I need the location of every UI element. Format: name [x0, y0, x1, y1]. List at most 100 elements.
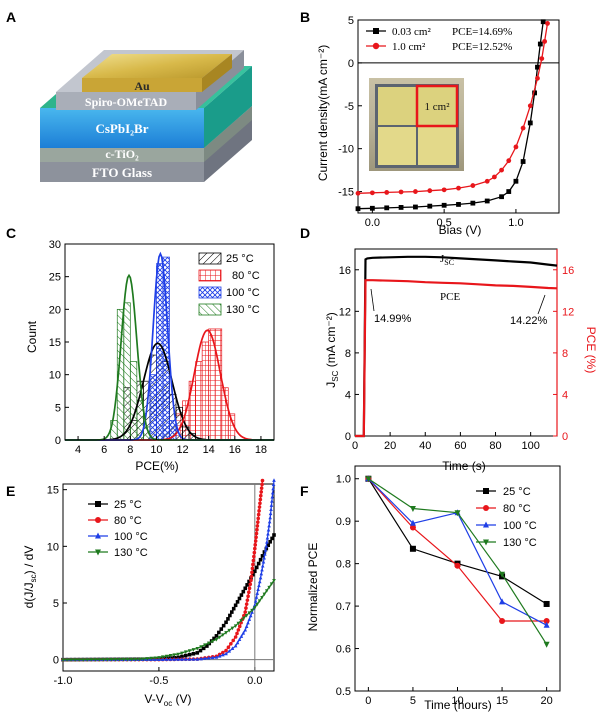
b-point-0-10 — [499, 194, 504, 200]
b-point-1-5 — [427, 188, 433, 194]
e-point-0-3-0 — [195, 651, 200, 655]
c-bar-2-1 — [156, 263, 164, 441]
b-x-tick-label-0: 0.0 — [365, 217, 380, 229]
f-y-tick-label-5: 1.0 — [336, 474, 351, 486]
c-bar-3-2 — [123, 302, 131, 441]
f-legend-label-3: 130 °C — [503, 537, 537, 549]
b-x-tick-label-1: 0.5 — [436, 217, 451, 229]
b-series-line-1 — [357, 23, 549, 194]
e-point-1-9-2 — [257, 505, 262, 509]
b-legend-marker-2 — [372, 42, 380, 50]
e-point-3-1-1 — [141, 657, 146, 662]
e-point-0-8-0 — [243, 586, 248, 591]
f-point-0-4 — [543, 600, 550, 607]
d-y-tick-label-left-3: 12 — [339, 306, 351, 318]
b-point-1-17 — [539, 56, 545, 61]
e-point-2-7-6 — [257, 579, 262, 584]
e-point-2-2-2 — [203, 656, 207, 660]
b-point-0-7 — [456, 202, 461, 207]
e-point-2-2-4 — [210, 655, 215, 660]
e-point-2-1-3 — [168, 657, 173, 661]
e-point-1-5-0 — [233, 635, 238, 639]
e-point-1-8-8 — [256, 516, 261, 521]
e-point-2-8-4 — [261, 559, 266, 564]
b-point-0-11 — [506, 189, 512, 194]
e-point-3-6-3 — [242, 616, 246, 621]
e-point-3-0-17 — [129, 657, 134, 662]
e-x-tick-label-2: 0.0 — [247, 675, 262, 687]
f-x-tick-label-4: 20 — [541, 695, 553, 707]
e-point-2-7-4 — [256, 587, 260, 592]
f-x-tick-label-3: 15 — [496, 695, 508, 707]
e-point-3-0-3 — [73, 658, 77, 662]
e-point-3-5-5 — [230, 626, 235, 631]
e-point-0-2-3 — [187, 652, 192, 657]
f-y-axis-label: Normalized PCE — [306, 543, 320, 632]
d-y-tick-label-right-4: 16 — [562, 265, 574, 277]
e-point-3-0-10 — [101, 658, 106, 662]
c-legend-swatch-3 — [198, 286, 222, 299]
d-start-value-label: 14.99% — [374, 313, 412, 325]
e-point-2-6-4 — [248, 613, 253, 618]
b-legend-note-1: PCE=14.69% — [452, 26, 512, 38]
c-bar-2-0 — [149, 374, 157, 441]
e-point-2-8-6 — [263, 551, 267, 556]
c-bar-1-4 — [201, 341, 210, 441]
c-legend-label-1: 25 °C — [226, 253, 254, 265]
e-point-2-5-0 — [233, 643, 238, 648]
d-y-axis-label-left-sub: SC — [331, 370, 340, 381]
d-series-line-0 — [355, 255, 558, 438]
e-point-2-7-2 — [254, 595, 259, 599]
e-point-2-9-3 — [266, 531, 270, 536]
b-inset-label: 1 cm² — [425, 101, 451, 113]
e-point-0-10-2 — [266, 543, 271, 547]
e-point-1-8-7 — [256, 520, 260, 524]
d-y-tick-label-right-3: 12 — [562, 306, 574, 318]
c-legend-swatch-1 — [198, 252, 222, 265]
e-x-tick-label-0: -1.0 — [54, 675, 73, 687]
b-inset-highlight — [415, 84, 459, 128]
e-point-2-2-0 — [195, 657, 200, 661]
f-point-3-0 — [365, 476, 372, 483]
layer-tio2-side — [204, 106, 252, 162]
e-point-1-9-7 — [259, 486, 264, 490]
e-point-0-9-2 — [256, 561, 261, 566]
e-point-2-8-2 — [260, 567, 264, 572]
b-inset-pixel-2 — [418, 87, 456, 125]
e-y-axis-label-main: d(J/J — [22, 582, 36, 608]
b-legend-item-2: 1.0 cm² PCE=12.52% — [366, 41, 512, 53]
c-y-tick-label-5: 25 — [49, 272, 61, 284]
c-legend: 25 °C 80 °C 100 °C 130 °C — [198, 252, 260, 316]
e-point-0-9-1 — [254, 565, 259, 570]
e-point-1-9-8 — [260, 482, 264, 487]
e-series-line-2 — [63, 480, 275, 661]
e-point-3-6-5 — [247, 611, 252, 616]
d-x-tick-label-1: 20 — [384, 440, 396, 452]
e-point-2-10-6 — [270, 490, 275, 495]
e-point-0-6-2 — [228, 613, 232, 618]
e-point-1-8-2 — [253, 539, 258, 543]
e-point-3-6-6 — [250, 608, 254, 613]
e-point-3-0-11 — [105, 658, 110, 662]
c-legend-swatch-2 — [198, 269, 222, 282]
d-y-axis-label-left: JSC (mA cm⁻²) — [324, 312, 340, 387]
b-legend-note-2: PCE=12.52% — [452, 41, 512, 53]
e-point-3-4-2 — [203, 643, 207, 648]
e-point-2-6-0 — [243, 627, 248, 632]
e-point-2-2-1 — [199, 656, 203, 661]
b-point-0-3 — [398, 205, 404, 210]
layer-spiro-front — [56, 92, 196, 110]
e-point-3-0-4 — [77, 658, 81, 662]
e-point-1-8-3 — [254, 535, 258, 540]
e-point-3-2-1 — [160, 655, 165, 660]
e-legend-label-1: 80 °C — [114, 515, 142, 527]
e-point-2-2-3 — [206, 655, 211, 660]
layer-au-top — [82, 54, 232, 78]
e-plot-frame — [62, 483, 275, 672]
e-point-3-8-3 — [269, 582, 274, 587]
b-x-tick-label-2: 1.0 — [508, 217, 523, 229]
e-point-0-end — [272, 533, 276, 537]
e-series-line-1 — [63, 480, 264, 661]
b-legend-marker-1 — [373, 28, 379, 34]
b-point-0-13 — [520, 159, 526, 164]
